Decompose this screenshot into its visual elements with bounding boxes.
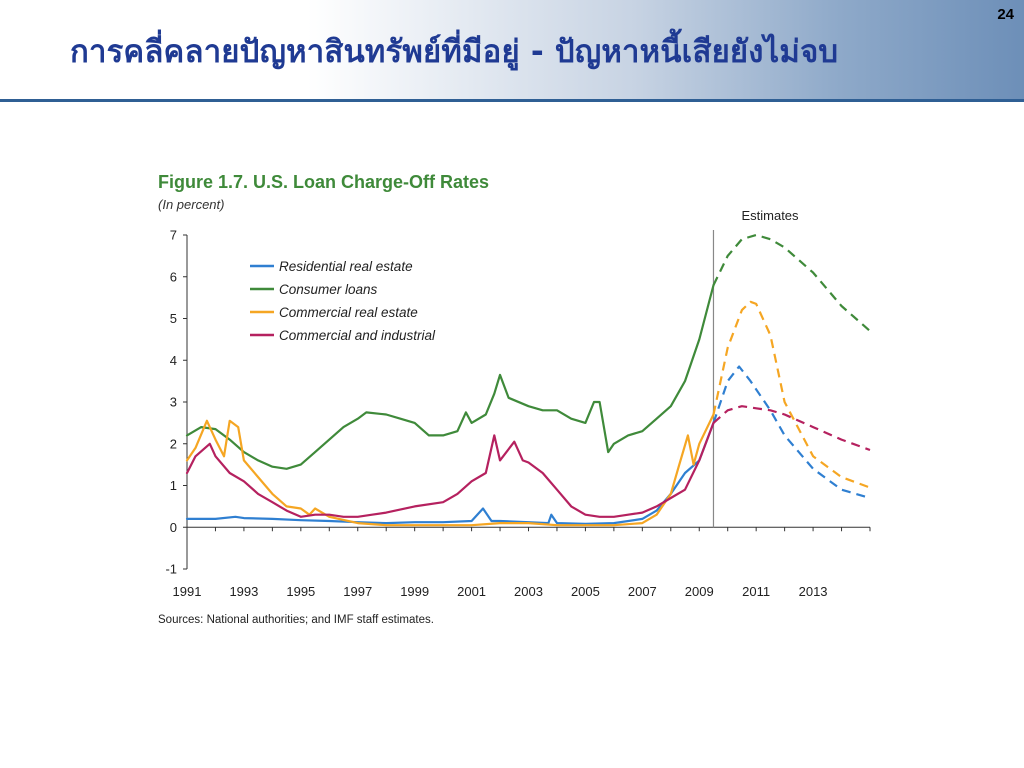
series-estimate-line-residential-real-estate [712, 365, 871, 500]
y-tick-label: -1 [165, 562, 177, 577]
estimates-label: Estimates [741, 208, 799, 223]
slide-header [0, 0, 1024, 100]
legend-label: Commercial real estate [279, 305, 418, 320]
y-tick-label: 0 [170, 520, 177, 535]
x-tick-label: 1995 [286, 584, 315, 599]
x-tick-label: 2007 [628, 584, 657, 599]
series-estimate-line-consumer-loans [712, 233, 871, 332]
legend-label: Commercial and industrial [279, 328, 436, 343]
chart-series [185, 233, 871, 527]
y-tick-label: 7 [170, 228, 177, 243]
figure-subtitle: (In percent) [158, 197, 225, 212]
series-estimate-line-commercial-and-industrial [712, 405, 871, 452]
y-tick-label: 1 [170, 478, 177, 493]
header-divider [0, 99, 1024, 102]
x-tick-label: 1999 [400, 584, 429, 599]
page-number: 24 [997, 6, 1014, 23]
x-tick-label: 1997 [343, 584, 372, 599]
slide-title: การคลี่คลายปัญหาสินทรัพย์ที่มีอยู่ - ปัญ… [70, 34, 839, 70]
chart-axes: -1 0 1 2 3 4 5 6 7 1991 1993 1995 1997 1999 2001 2003 20… [165, 208, 871, 599]
series-estimate-line-commercial-real-estate [712, 300, 871, 489]
x-tick-label: 1993 [229, 584, 258, 599]
series-line-consumer-loans [185, 283, 715, 470]
legend-label: Residential real estate [279, 259, 413, 274]
y-tick-label: 4 [170, 353, 177, 368]
x-tick-label: 1991 [173, 584, 202, 599]
x-tick-label: 2011 [742, 584, 770, 599]
line-chart: -1 0 1 2 3 4 5 6 7 1991 1993 1995 1997 1999 2001 2003 20… [165, 208, 871, 599]
x-tick-label: 2003 [514, 584, 543, 599]
x-tick-label: 2001 [457, 584, 486, 599]
chart-legend: Residential real estate Consumer loans Com… [250, 259, 436, 343]
y-tick-label: 5 [170, 311, 177, 326]
series-line-commercial-and-industrial [185, 421, 715, 518]
x-tick-label: 2009 [685, 584, 714, 599]
figure-source: Sources: National authorities; and IMF s… [158, 614, 434, 626]
series-line-residential-real-estate [185, 421, 715, 525]
series-line-commercial-real-estate [185, 413, 715, 527]
y-tick-label: 6 [170, 269, 177, 284]
legend-label: Consumer loans [279, 282, 378, 297]
x-tick-label: 2005 [571, 584, 600, 599]
x-tick-label: 2013 [799, 584, 828, 599]
y-tick-label: 3 [170, 395, 177, 410]
figure-title: Figure 1.7. U.S. Loan Charge-Off Rates [158, 172, 490, 192]
y-tick-label: 2 [170, 436, 177, 451]
